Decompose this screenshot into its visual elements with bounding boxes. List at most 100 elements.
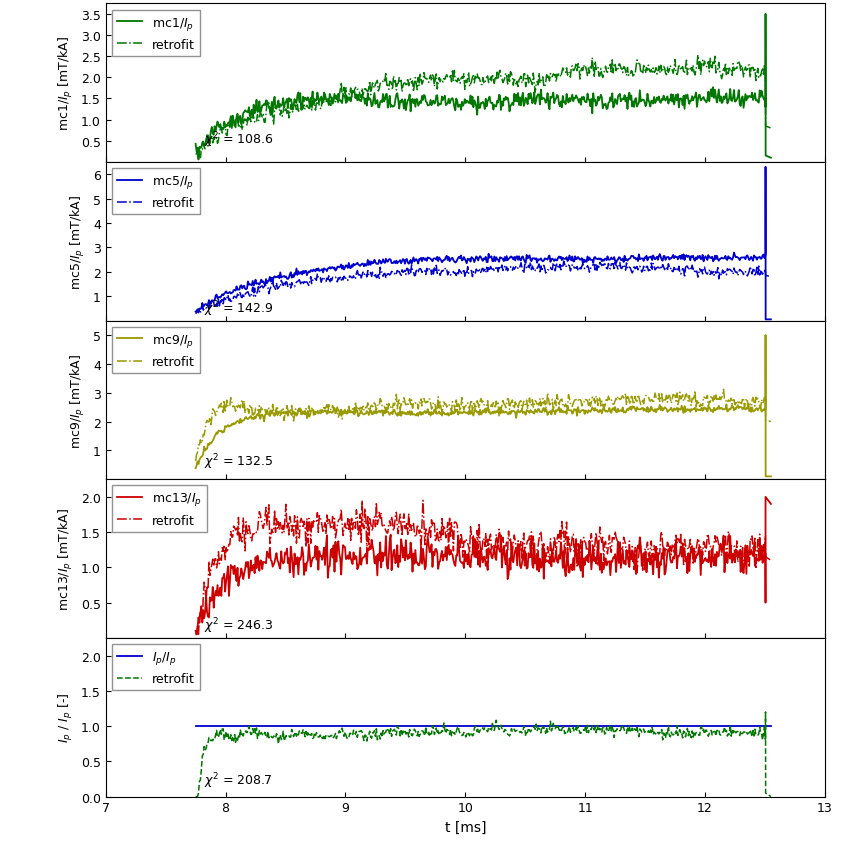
mc13/$I_p$ [746,545,756,556]
retrofit [729,541,739,551]
retrofit [749,731,759,741]
retrofit [626,555,636,565]
retrofit [190,457,201,467]
$I_p$/$I_p$ [548,721,558,731]
retrofit [558,256,569,267]
$I_p$/$I_p$ [766,721,776,731]
retrofit [190,149,201,159]
Y-axis label: mc5/$I_p$ [mT/kA]: mc5/$I_p$ [mT/kA] [69,194,87,290]
retrofit [532,726,542,736]
retrofit [766,556,776,566]
mc5/$I_p$ [532,258,542,268]
mc5/$I_p$ [253,279,263,289]
X-axis label: t [ms]: t [ms] [444,820,486,834]
Text: $\chi^2$ = 208.7: $\chi^2$ = 208.7 [204,770,272,790]
mc5/$I_p$ [761,315,771,325]
$I_p$/$I_p$ [749,721,759,731]
retrofit [761,707,771,717]
retrofit [766,792,776,802]
retrofit [389,78,399,88]
retrofit [766,272,776,282]
mc1/$I_p$ [766,153,776,164]
retrofit [532,400,542,410]
mc1/$I_p$ [549,99,559,109]
retrofit [548,259,558,269]
mc9/$I_p$ [749,406,759,417]
retrofit [567,61,577,72]
mc9/$I_p$ [548,406,558,416]
mc5/$I_p$ [566,256,576,266]
retrofit [750,401,760,412]
Line: retrofit: retrofit [195,56,771,158]
mc13/$I_p$ [766,499,776,509]
retrofit [746,535,756,545]
$I_p$/$I_p$ [532,721,542,731]
retrofit [566,401,576,412]
mc13/$I_p$ [200,607,210,617]
retrofit [567,260,577,270]
Line: retrofit: retrofit [195,501,771,635]
mc1/$I_p$ [389,101,399,112]
retrofit [190,309,201,320]
mc13/$I_p$ [729,555,739,565]
Text: $\chi^2$ = 108.6: $\chi^2$ = 108.6 [204,130,274,149]
retrofit [190,630,201,640]
Text: $\chi^2$ = 132.5: $\chi^2$ = 132.5 [204,452,273,471]
Y-axis label: $I_p$ / $I_p$ [-]: $I_p$ / $I_p$ [-] [58,692,75,743]
mc9/$I_p$ [253,411,263,421]
retrofit [199,578,209,588]
retrofit [253,731,263,741]
retrofit [750,272,760,282]
retrofit [549,71,559,81]
Line: mc5/$I_p$: mc5/$I_p$ [195,168,771,320]
Y-axis label: mc1/$I_p$ [mT/kA]: mc1/$I_p$ [mT/kA] [58,36,75,131]
mc5/$I_p$ [548,255,558,265]
Legend: $I_p$/$I_p$, retrofit: $I_p$/$I_p$, retrofit [112,644,200,691]
mc13/$I_p$ [508,557,519,567]
mc1/$I_p$ [750,89,760,99]
retrofit [388,725,398,735]
retrofit [566,725,576,735]
mc13/$I_p$ [190,626,201,636]
retrofit [253,282,263,292]
Legend: mc5/$I_p$, retrofit: mc5/$I_p$, retrofit [112,169,200,216]
mc9/$I_p$ [388,405,398,415]
mc5/$I_p$ [761,163,771,173]
mc13/$I_p$ [352,564,362,574]
Line: retrofit: retrofit [195,712,771,797]
retrofit [750,77,761,87]
Line: retrofit: retrofit [195,262,771,314]
retrofit [388,268,398,278]
Line: mc1/$I_p$: mc1/$I_p$ [195,14,771,160]
retrofit [388,399,398,409]
retrofit [548,718,558,728]
mc1/$I_p$ [567,90,577,101]
mc9/$I_p$ [532,407,542,417]
mc13/$I_p$ [761,492,771,503]
mc5/$I_p$ [749,251,759,262]
mc9/$I_p$ [761,472,771,482]
retrofit [255,114,265,124]
Legend: mc9/$I_p$, retrofit: mc9/$I_p$, retrofit [112,327,200,374]
mc1/$I_p$ [190,140,201,150]
Line: mc9/$I_p$: mc9/$I_p$ [195,336,771,477]
mc1/$I_p$ [255,97,265,107]
retrofit [533,81,543,91]
retrofit [693,51,703,61]
mc9/$I_p$ [766,472,776,482]
mc13/$I_p$ [626,555,636,565]
Line: retrofit: retrofit [195,390,771,462]
retrofit [351,505,361,515]
Text: $\chi^2$ = 142.9: $\chi^2$ = 142.9 [204,299,274,319]
mc13/$I_p$ [191,630,201,640]
retrofit [718,385,728,395]
Line: mc13/$I_p$: mc13/$I_p$ [195,498,771,635]
$I_p$/$I_p$ [566,721,576,731]
retrofit [766,417,776,427]
retrofit [508,538,519,548]
mc5/$I_p$ [190,307,201,317]
Legend: mc13/$I_p$, retrofit: mc13/$I_p$, retrofit [112,486,207,532]
retrofit [190,792,201,802]
retrofit [766,124,776,134]
mc9/$I_p$ [566,406,576,416]
